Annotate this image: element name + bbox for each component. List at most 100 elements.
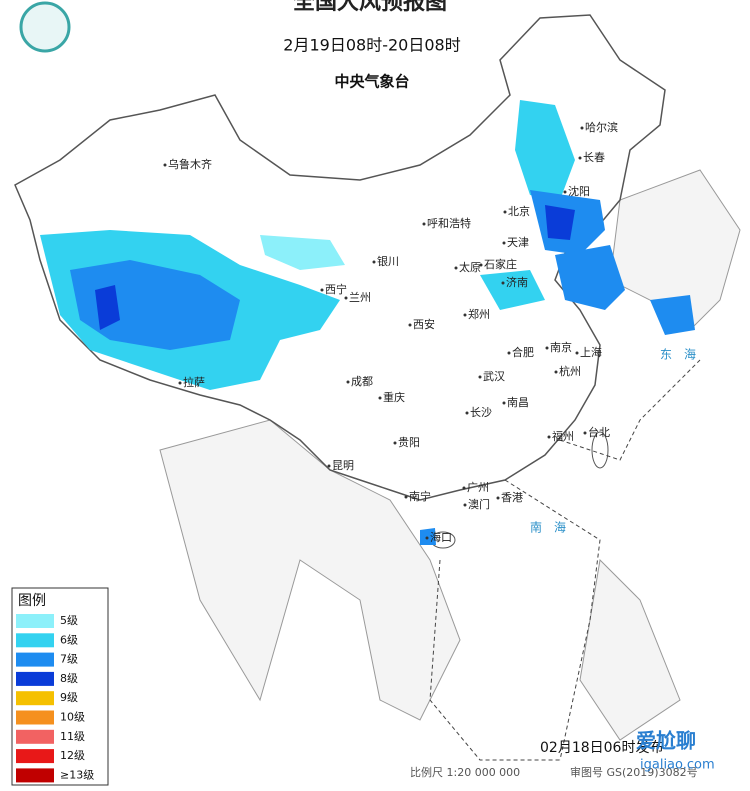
legend-swatch bbox=[16, 671, 54, 686]
legend-label: ≥13级 bbox=[60, 768, 94, 781]
approval: 审图号 GS(2019)3082号 bbox=[570, 765, 698, 779]
city-dot bbox=[378, 396, 382, 400]
legend-swatch bbox=[16, 749, 54, 764]
city-label: 西宁 bbox=[325, 282, 347, 296]
legend-label: 6级 bbox=[60, 633, 78, 646]
period: 2月19日08时-20日08时 bbox=[283, 36, 460, 55]
city-dot bbox=[478, 375, 482, 379]
city-label: 合肥 bbox=[512, 345, 534, 359]
city-label: 长春 bbox=[583, 151, 605, 164]
city-label: 银川 bbox=[377, 254, 399, 268]
city-dot bbox=[404, 495, 408, 499]
taiwan bbox=[591, 431, 609, 469]
city-dot bbox=[503, 210, 507, 214]
legend-swatch bbox=[16, 768, 54, 783]
city-label: 沈阳 bbox=[568, 184, 590, 198]
legend-swatch bbox=[16, 710, 54, 725]
city-label: 武汉 bbox=[483, 370, 505, 383]
city-dot bbox=[408, 323, 412, 327]
legend-label: 9级 bbox=[60, 691, 78, 704]
city-dot bbox=[580, 126, 584, 130]
city-dot bbox=[454, 266, 458, 270]
city-label: 杭州 bbox=[559, 364, 581, 378]
city-dot bbox=[496, 496, 500, 500]
city-label: 呼和浩特 bbox=[427, 216, 471, 230]
legend-title: 图例 bbox=[18, 593, 46, 609]
city-label: 昆明 bbox=[332, 459, 354, 472]
legend-swatch bbox=[16, 614, 54, 628]
city-dot bbox=[320, 288, 324, 292]
city-label: 南京 bbox=[550, 340, 572, 354]
city-label: 拉萨 bbox=[183, 375, 205, 389]
watermark-site: igaliao.com bbox=[640, 758, 715, 773]
legend-swatch bbox=[16, 633, 54, 648]
city-dot bbox=[178, 381, 182, 385]
legend-label: 12级 bbox=[60, 749, 85, 762]
legend-items: 5级 6级 7级 8级 9级 10级 11级 12级 ≥13级 bbox=[16, 614, 94, 783]
city-label: 天津 bbox=[507, 236, 529, 249]
legend-label: 10级 bbox=[60, 711, 85, 724]
city-dot bbox=[583, 431, 587, 435]
city-label: 海口 bbox=[430, 530, 452, 544]
sea-label: 南海 bbox=[530, 520, 578, 535]
scale: 比例尺 1:20 000 000 bbox=[410, 765, 520, 779]
legend-label: 5级 bbox=[60, 614, 78, 627]
city-dot bbox=[502, 401, 506, 405]
sea-label: 东海 bbox=[660, 347, 708, 362]
city-label: 成都 bbox=[351, 375, 373, 388]
city-dot bbox=[346, 380, 350, 384]
city-label: 哈尔滨 bbox=[585, 120, 618, 134]
legend-label: 7级 bbox=[60, 653, 78, 666]
city-dot bbox=[372, 260, 376, 264]
title: 全国大风预报图 bbox=[292, 0, 447, 15]
watermark-name: 爱尬聊 bbox=[636, 729, 696, 753]
city-dot bbox=[502, 241, 506, 245]
logo bbox=[19, 1, 71, 53]
city-label: 兰州 bbox=[349, 291, 371, 304]
city-dot bbox=[479, 263, 483, 267]
city-dot bbox=[393, 441, 397, 445]
city-label: 太原 bbox=[459, 261, 481, 274]
city-dot bbox=[578, 156, 582, 160]
city-dot bbox=[163, 163, 167, 167]
city-label: 南昌 bbox=[507, 396, 529, 409]
boundaries bbox=[429, 359, 701, 761]
city-label: 澳门 bbox=[468, 497, 490, 511]
city-label: 郑州 bbox=[468, 307, 490, 321]
city-dot bbox=[545, 346, 549, 350]
city-label: 重庆 bbox=[383, 390, 405, 404]
city-label: 上海 bbox=[580, 345, 602, 359]
city-dot bbox=[425, 536, 429, 540]
city-dot bbox=[507, 351, 511, 355]
city-label: 广州 bbox=[467, 481, 489, 494]
neighbors bbox=[159, 169, 741, 741]
legend-swatch bbox=[16, 729, 54, 744]
city-dot bbox=[575, 351, 579, 355]
city-label: 台北 bbox=[588, 425, 610, 439]
legend-label: 8级 bbox=[60, 672, 78, 685]
city-label: 济南 bbox=[506, 275, 528, 289]
city-dot bbox=[462, 486, 466, 490]
city-label: 南宁 bbox=[409, 489, 431, 503]
city-dot bbox=[422, 222, 426, 226]
city-dot bbox=[327, 464, 331, 468]
city-dot bbox=[554, 370, 558, 374]
city-label: 北京 bbox=[508, 204, 530, 218]
issued: 02月18日06时发布 bbox=[540, 740, 663, 756]
wind-areas bbox=[40, 100, 695, 545]
city-dot bbox=[344, 296, 348, 300]
city-label: 长沙 bbox=[470, 406, 492, 419]
city-label: 石家庄 bbox=[484, 257, 517, 271]
city-dot bbox=[563, 190, 567, 194]
city-dot bbox=[463, 313, 467, 317]
city-label: 乌鲁木齐 bbox=[168, 157, 212, 171]
city-label: 西安 bbox=[413, 317, 435, 331]
legend-swatch bbox=[16, 652, 54, 667]
legend-label: 11级 bbox=[60, 730, 85, 743]
city-label: 贵阳 bbox=[398, 436, 420, 449]
legend-swatch bbox=[16, 691, 54, 706]
city-dot bbox=[501, 281, 505, 285]
city-dot bbox=[463, 503, 467, 507]
